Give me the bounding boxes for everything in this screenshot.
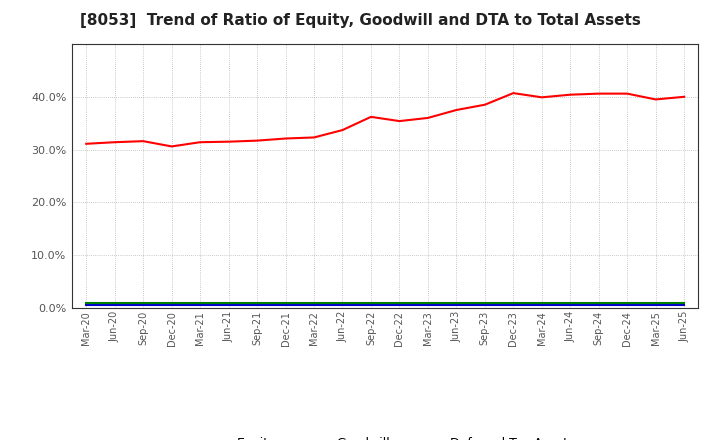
Goodwill [225,303,233,308]
Deferred Tax Assets [82,301,91,306]
Equity [595,91,603,96]
Goodwill [253,303,261,308]
Equity [652,97,660,102]
Deferred Tax Assets [566,301,575,306]
Deferred Tax Assets [110,301,119,306]
Equity [139,139,148,144]
Line: Equity: Equity [86,93,684,147]
Equity [423,115,432,121]
Equity [110,139,119,145]
Equity [82,141,91,147]
Deferred Tax Assets [652,301,660,306]
Equity [282,136,290,141]
Goodwill [423,303,432,308]
Goodwill [196,303,204,308]
Equity [366,114,375,120]
Equity [310,135,318,140]
Goodwill [282,303,290,308]
Deferred Tax Assets [338,301,347,306]
Equity [167,144,176,149]
Goodwill [366,303,375,308]
Goodwill [537,303,546,308]
Deferred Tax Assets [282,301,290,306]
Goodwill [595,303,603,308]
Goodwill [680,303,688,308]
Equity [623,91,631,96]
Deferred Tax Assets [366,301,375,306]
Equity [509,91,518,96]
Equity [566,92,575,97]
Deferred Tax Assets [253,301,261,306]
Deferred Tax Assets [595,301,603,306]
Deferred Tax Assets [423,301,432,306]
Deferred Tax Assets [395,301,404,306]
Deferred Tax Assets [480,301,489,306]
Deferred Tax Assets [623,301,631,306]
Deferred Tax Assets [310,301,318,306]
Goodwill [480,303,489,308]
Goodwill [509,303,518,308]
Equity [225,139,233,144]
Goodwill [110,303,119,308]
Legend: Equity, Goodwill, Deferred Tax Assets: Equity, Goodwill, Deferred Tax Assets [191,432,580,440]
Deferred Tax Assets [196,301,204,306]
Text: [8053]  Trend of Ratio of Equity, Goodwill and DTA to Total Assets: [8053] Trend of Ratio of Equity, Goodwil… [80,13,640,28]
Equity [680,94,688,99]
Equity [196,139,204,145]
Goodwill [338,303,347,308]
Deferred Tax Assets [509,301,518,306]
Equity [338,128,347,133]
Goodwill [395,303,404,308]
Equity [537,95,546,100]
Goodwill [310,303,318,308]
Deferred Tax Assets [167,301,176,306]
Equity [253,138,261,143]
Goodwill [452,303,461,308]
Deferred Tax Assets [139,301,148,306]
Goodwill [167,303,176,308]
Deferred Tax Assets [680,301,688,306]
Goodwill [139,303,148,308]
Goodwill [566,303,575,308]
Goodwill [82,303,91,308]
Deferred Tax Assets [452,301,461,306]
Equity [452,107,461,113]
Deferred Tax Assets [537,301,546,306]
Equity [395,118,404,124]
Deferred Tax Assets [225,301,233,306]
Goodwill [652,303,660,308]
Goodwill [623,303,631,308]
Equity [480,102,489,107]
